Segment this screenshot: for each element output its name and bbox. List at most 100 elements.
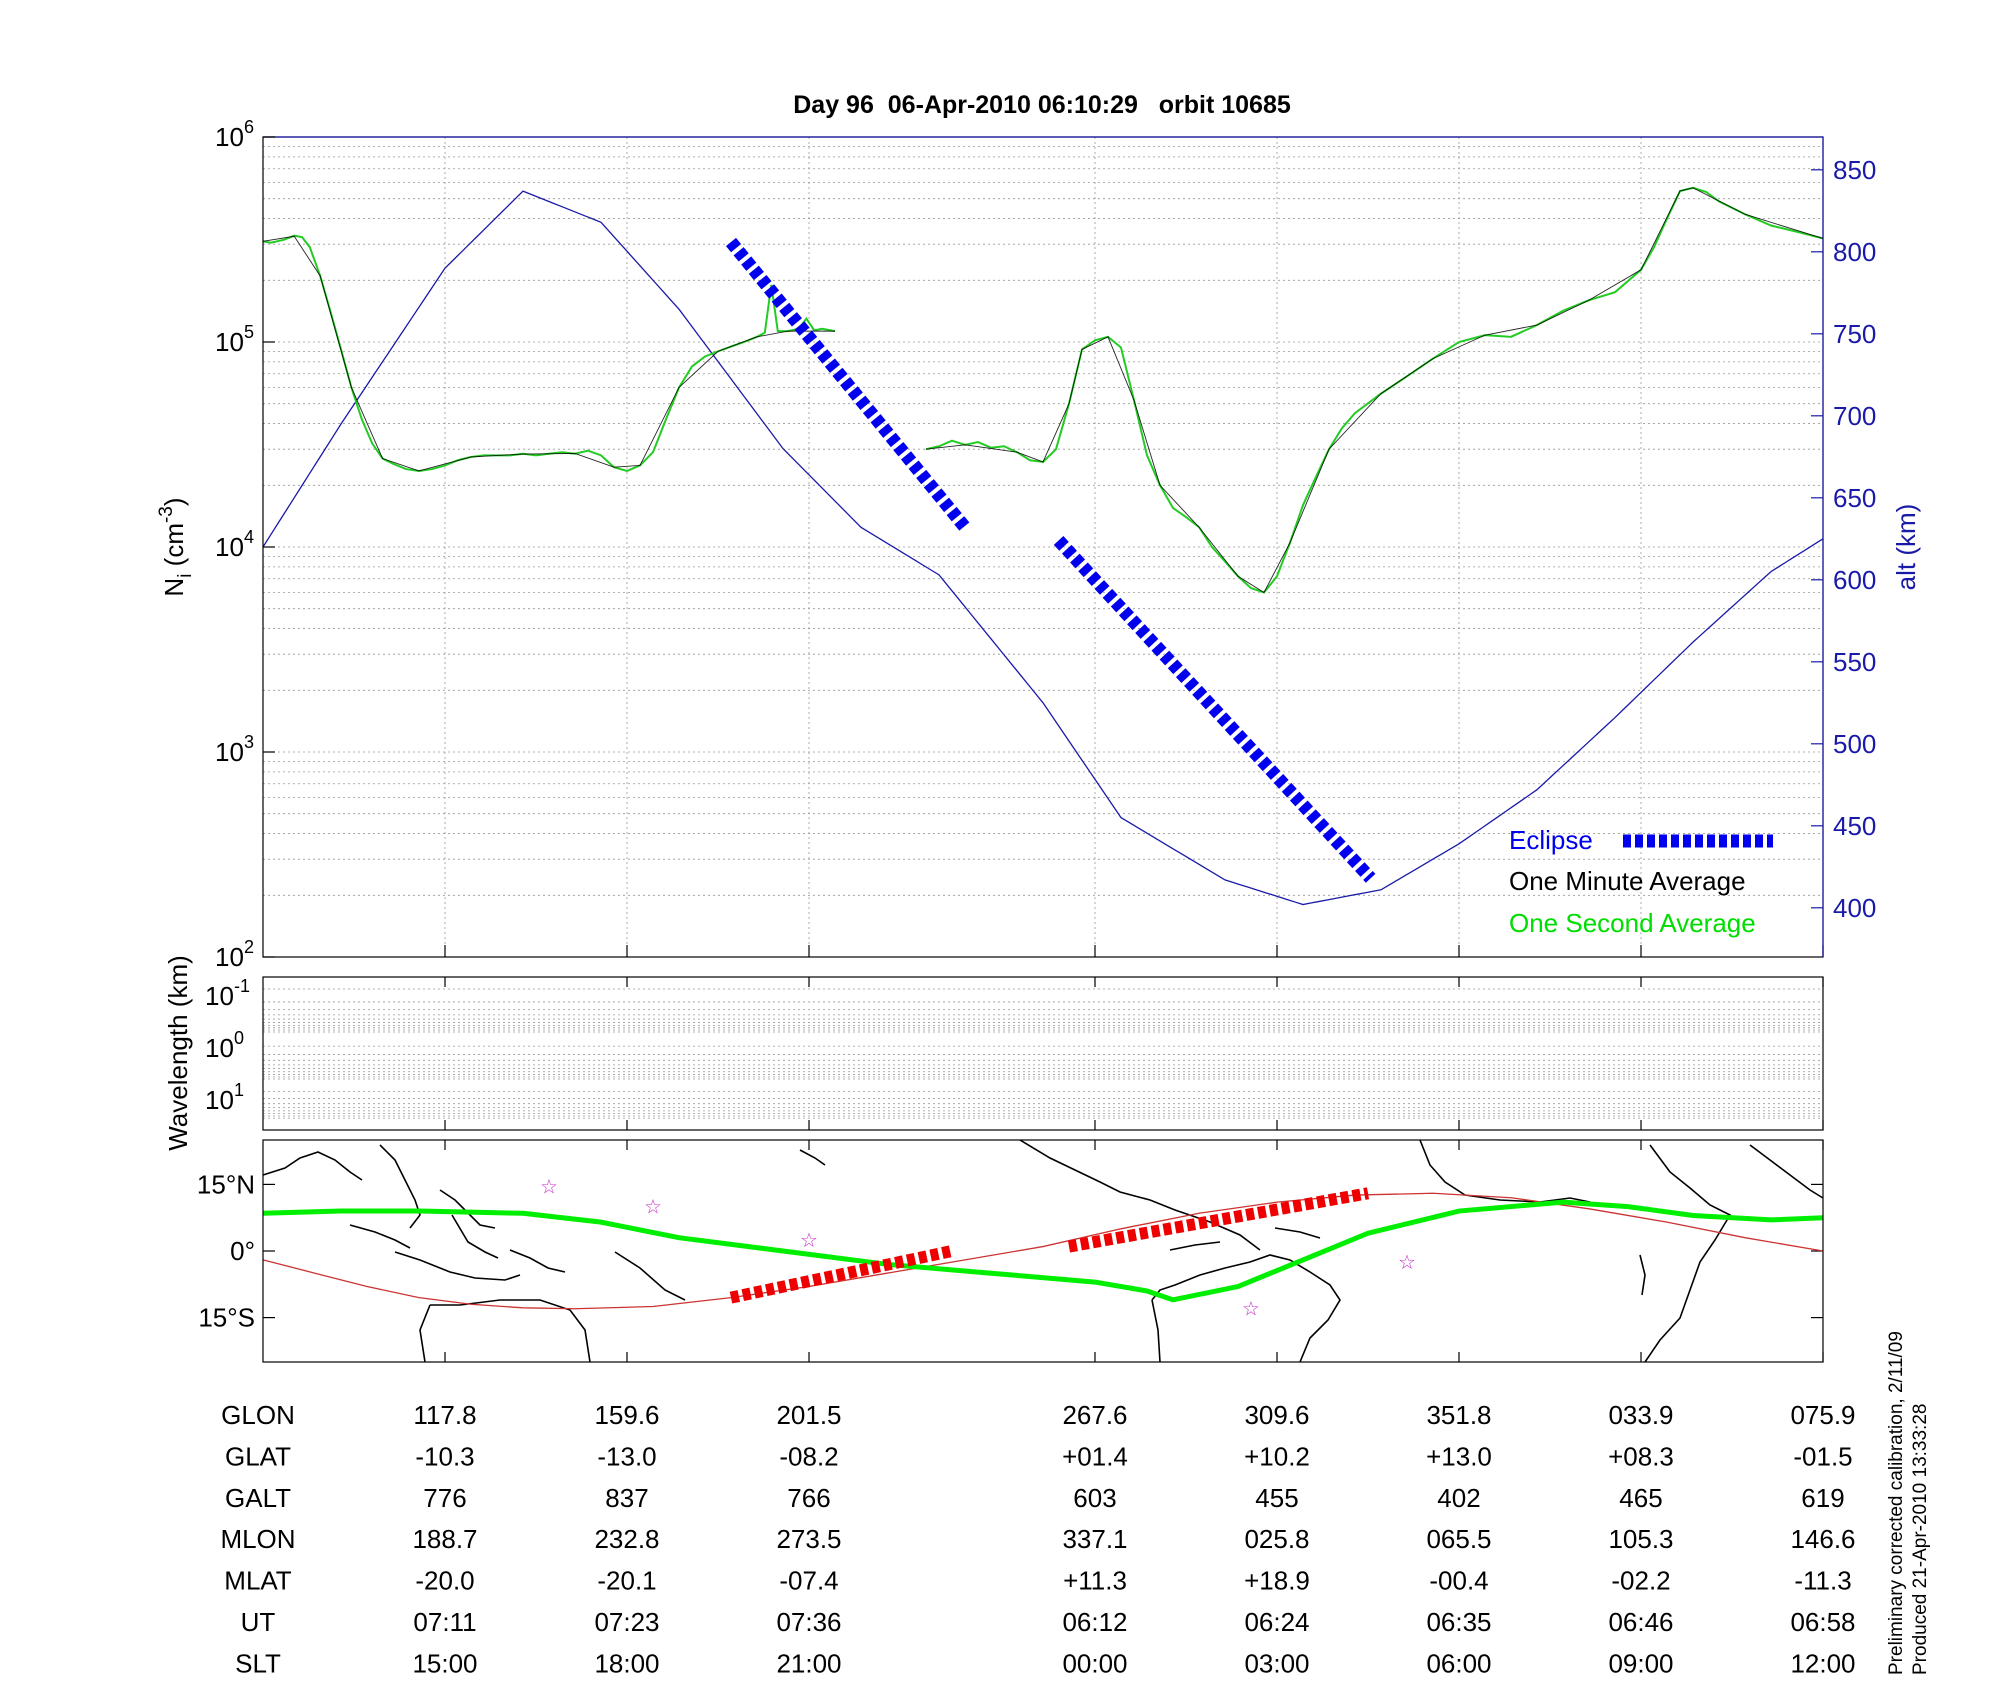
table-cell: 351.8 <box>1426 1400 1491 1430</box>
table-cell: 21:00 <box>776 1648 841 1678</box>
table-cell: 06:12 <box>1062 1607 1127 1637</box>
table-cell: -11.3 <box>1794 1566 1851 1596</box>
table-cell: 267.6 <box>1062 1400 1127 1430</box>
table-cell: 105.3 <box>1608 1524 1673 1554</box>
altitude-tick-label: 850 <box>1833 155 1876 185</box>
table-cell: 12:00 <box>1790 1648 1855 1678</box>
density-series <box>262 186 1824 906</box>
table-cell: 837 <box>605 1483 648 1513</box>
table-cell: -07.4 <box>779 1566 838 1596</box>
figure-title: Day 96 06-Apr-2010 06:10:29 orbit 10685 <box>793 91 1291 119</box>
map-series: ☆ ☆ ☆ ☆ ☆ <box>262 1177 1824 1321</box>
station-star-icon: ☆ <box>1242 1299 1260 1321</box>
orbit-track-line <box>262 1192 1824 1310</box>
table-cell: 273.5 <box>776 1524 841 1554</box>
altitude-tick-label: 500 <box>1833 729 1876 759</box>
table-cell: 03:00 <box>1244 1648 1309 1678</box>
table-cell: 06:00 <box>1426 1648 1491 1678</box>
map-lat-label: 0° <box>230 1236 255 1266</box>
density-y-tick-base: 10 <box>215 532 244 562</box>
legend-eclipse-label: Eclipse <box>1509 825 1593 855</box>
table-cell: -08.2 <box>779 1441 838 1471</box>
table-cell: -10.3 <box>415 1441 474 1471</box>
station-star-icon: ☆ <box>540 1177 558 1199</box>
station-star-icon: ☆ <box>800 1230 818 1252</box>
table-cell: +13.0 <box>1426 1441 1492 1471</box>
altitude-tick-label: 650 <box>1833 483 1876 513</box>
table-cell: 776 <box>423 1483 466 1513</box>
wavelength-ylabel: Wavelength (km) <box>163 955 193 1151</box>
table-cell: 465 <box>1619 1483 1662 1513</box>
wavelength-tick-base: 10 <box>205 1085 234 1115</box>
table-cell: 188.7 <box>412 1524 477 1554</box>
table-cell: 025.8 <box>1244 1524 1309 1554</box>
eclipse-segment <box>1053 536 1376 883</box>
altitude-tick-label: 700 <box>1833 401 1876 431</box>
eclipse-segment <box>725 237 971 532</box>
map-lat-ticks: 15°N 0° 15°S <box>197 1169 255 1332</box>
table-cell: 232.8 <box>594 1524 659 1554</box>
table-cell: 07:11 <box>413 1607 476 1637</box>
map-lat-label: 15°N <box>197 1169 255 1199</box>
wavelength-tick-base: 10 <box>205 981 234 1011</box>
table-cell: 06:24 <box>1244 1607 1309 1637</box>
map-panel: ☆ ☆ ☆ ☆ ☆ 15°N 0° 15°S <box>197 1139 1824 1363</box>
station-star-icon: ☆ <box>1398 1252 1416 1274</box>
altitude-tick-label: 750 <box>1833 319 1876 349</box>
one-minute-average-line <box>262 235 835 472</box>
station-star-icon: ☆ <box>644 1197 662 1219</box>
altitude-line <box>262 190 1824 906</box>
table-cell: 159.6 <box>594 1400 659 1430</box>
table-cell: 15:00 <box>412 1648 477 1678</box>
altitude-tick-label: 450 <box>1833 811 1876 841</box>
altitude-ylabel: alt (km) <box>1891 504 1921 591</box>
table-cell: +18.9 <box>1244 1566 1310 1596</box>
calibration-note: Preliminary corrected calibration, 2/11/… <box>1886 1331 1907 1675</box>
table-cell: -13.0 <box>597 1441 656 1471</box>
density-y-tick-base: 10 <box>215 737 244 767</box>
table-cell: 033.9 <box>1608 1400 1673 1430</box>
table-cell: 00:00 <box>1062 1648 1127 1678</box>
density-y-tick-base: 10 <box>215 942 244 972</box>
wavelength-axes-frame <box>262 976 1824 1131</box>
map-axes-frame <box>262 1139 1824 1363</box>
wavelength-tick-exp: 1 <box>234 1080 244 1100</box>
table-row-label: GALT <box>225 1483 291 1513</box>
table-cell: 09:00 <box>1608 1648 1673 1678</box>
wavelength-tick-exp: -1 <box>234 976 250 996</box>
table-cell: -00.4 <box>1429 1566 1488 1596</box>
density-ylabel: Ni (cm-3) <box>156 497 196 596</box>
table-cell: 766 <box>787 1483 830 1513</box>
map-lat-label: 15°S <box>198 1303 255 1333</box>
table-cell: -20.1 <box>597 1566 656 1596</box>
table-cell: 402 <box>1437 1483 1480 1513</box>
table-cell: 309.6 <box>1244 1400 1309 1430</box>
density-y-tick-base: 10 <box>215 122 244 152</box>
ephemeris-table: GLON 117.8 159.6 201.5 267.6 309.6 351.8 033.9 0… <box>220 1400 1855 1678</box>
density-y-tick-exp: 2 <box>244 937 254 957</box>
table-cell: 603 <box>1073 1483 1116 1513</box>
one-second-average-line <box>262 234 836 472</box>
table-cell: 07:23 <box>594 1607 659 1637</box>
table-row-label: GLAT <box>225 1441 291 1471</box>
density-y-tick-base: 10 <box>215 327 244 357</box>
produced-note: Produced 21-Apr-2010 13:33:28 <box>1910 1404 1931 1675</box>
legend-minute-label: One Minute Average <box>1509 866 1746 896</box>
density-y-tick-exp: 3 <box>244 732 254 752</box>
table-cell: 06:46 <box>1608 1607 1673 1637</box>
table-cell: 065.5 <box>1426 1524 1491 1554</box>
table-cell: 201.5 <box>776 1400 841 1430</box>
table-cell: 337.1 <box>1062 1524 1127 1554</box>
table-cell: +01.4 <box>1062 1441 1128 1471</box>
table-cell: 146.6 <box>1790 1524 1855 1554</box>
altitude-tick-label: 400 <box>1833 893 1876 923</box>
legend: Eclipse One Minute Average One Second Av… <box>1509 825 1773 938</box>
altitude-tick-label: 600 <box>1833 565 1876 595</box>
eclipse-track-segment <box>729 1245 954 1304</box>
table-row-label: UT <box>241 1607 276 1637</box>
density-y-tick-exp: 6 <box>244 117 254 137</box>
table-cell: +11.3 <box>1063 1566 1127 1596</box>
